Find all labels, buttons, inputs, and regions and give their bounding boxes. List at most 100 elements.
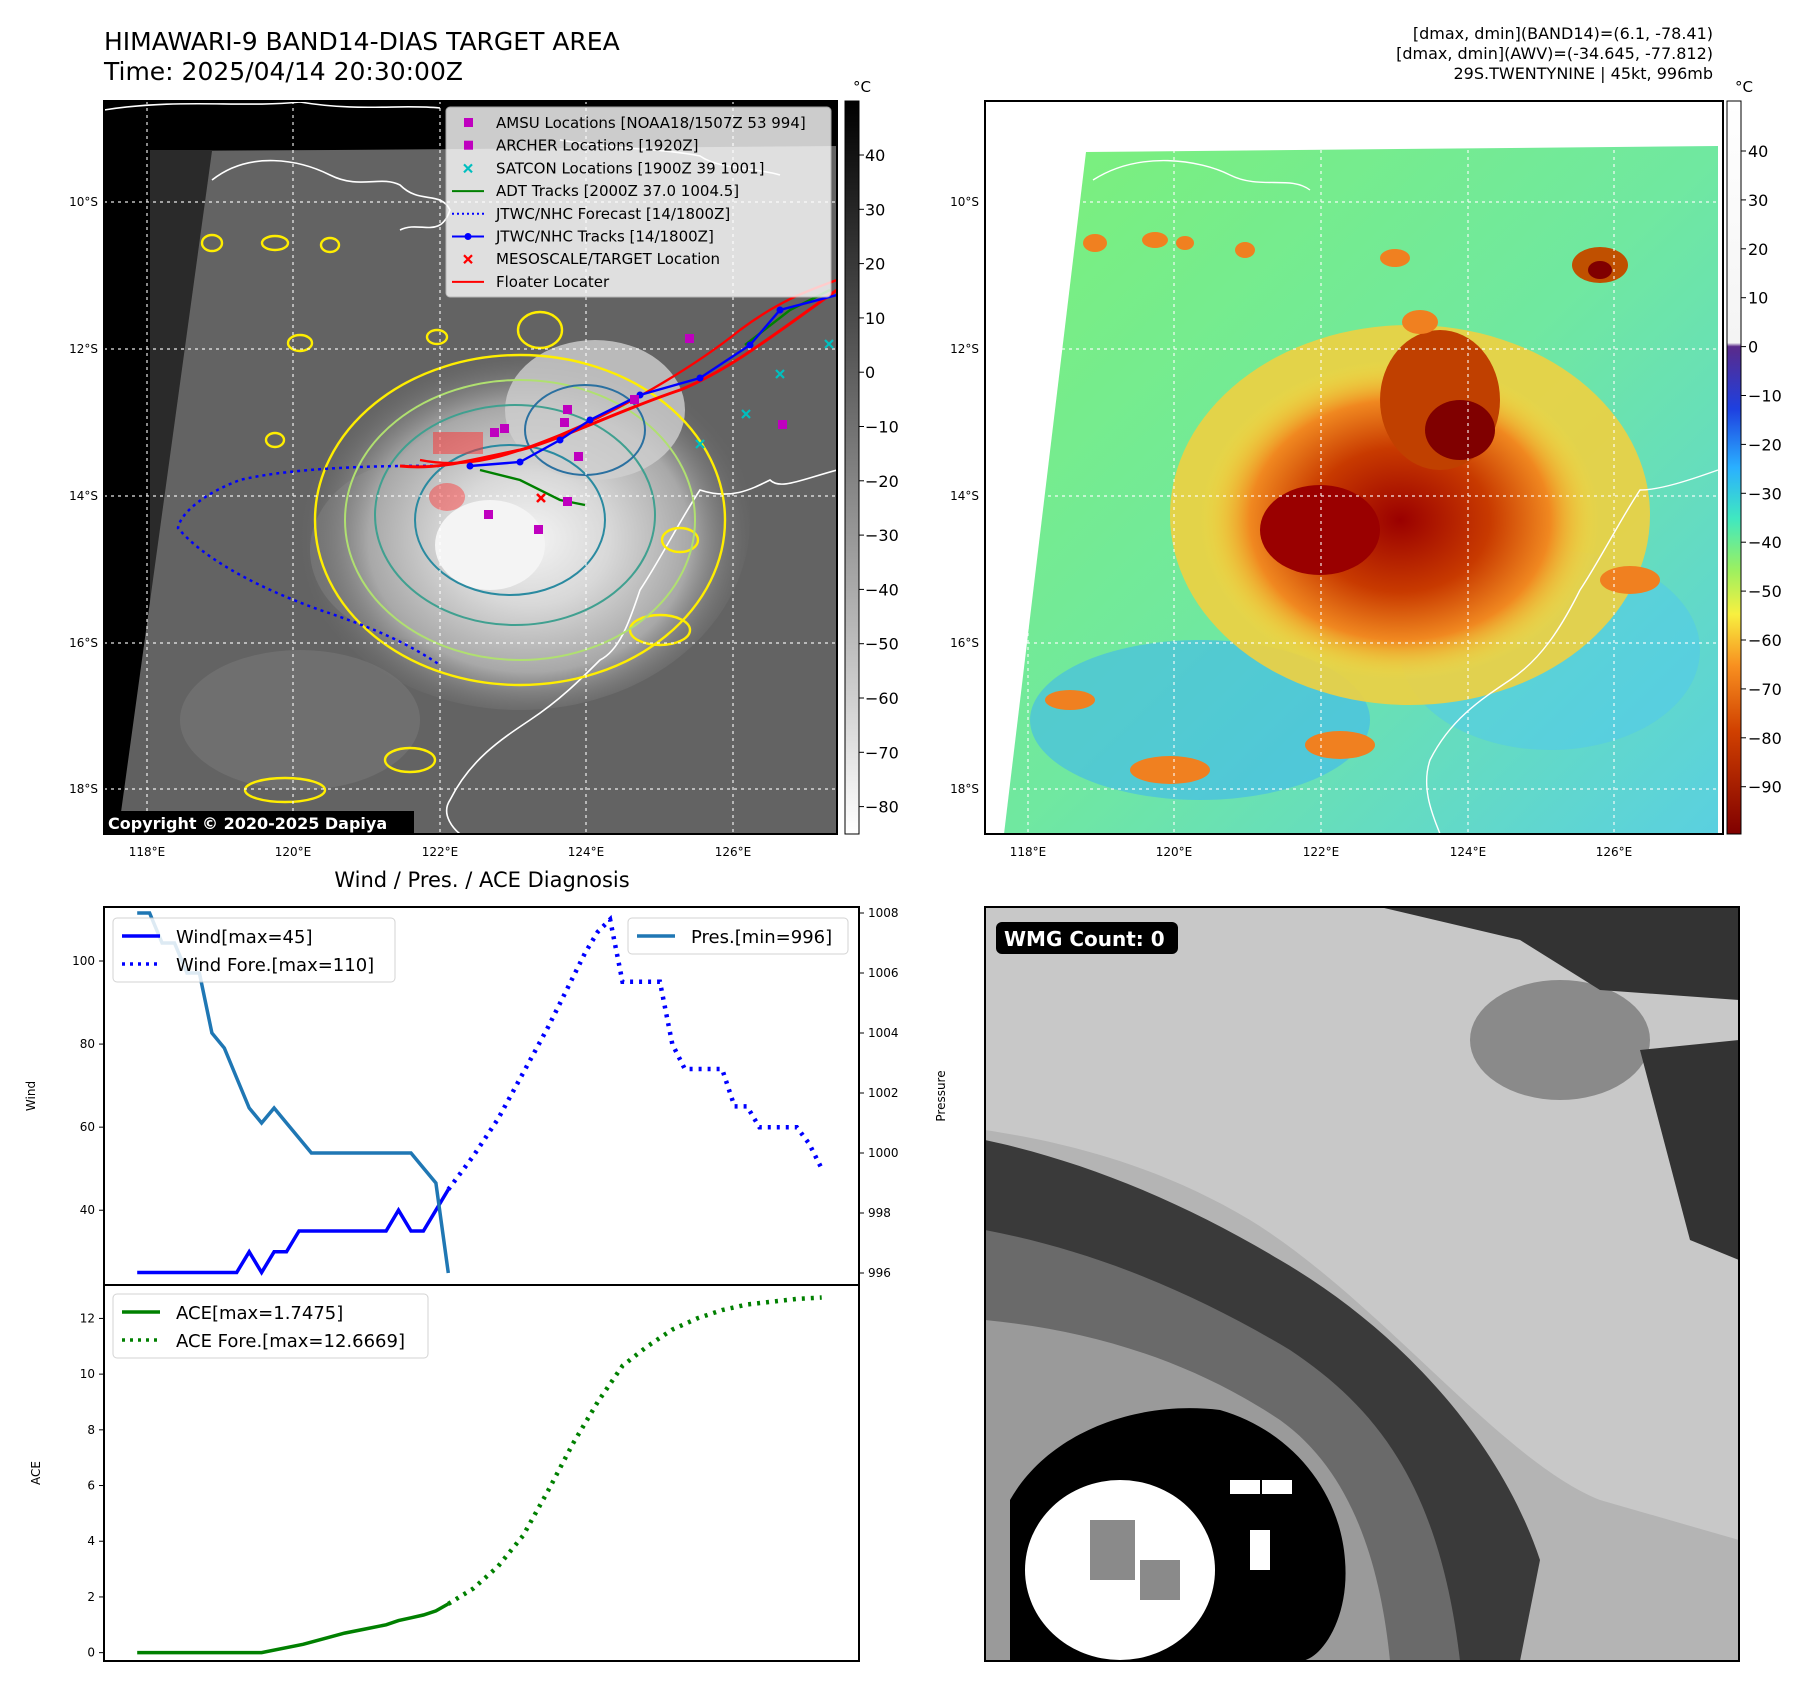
colorbar-tick-label: 0 <box>865 363 875 382</box>
colorbar-tick-label: −20 <box>865 472 899 491</box>
colorbar-tick-label: −80 <box>865 798 899 817</box>
legend-label: JTWC/NHC Tracks [14/1800Z] <box>495 228 714 246</box>
colorbar-tick-label: 10 <box>865 309 885 328</box>
ace-tick-label: 6 <box>87 1479 95 1493</box>
ace-axis-label: ACE <box>29 1461 43 1485</box>
pressure-tick-label: 1008 <box>868 906 899 920</box>
lon-tick-label: 124°E <box>1450 845 1487 859</box>
pressure-legend: Pres.[min=996] <box>627 917 849 955</box>
pressure-tick-label: 1004 <box>868 1026 899 1040</box>
colorbar-tick-label: −80 <box>1748 729 1782 748</box>
legend-item: JTWC/NHC Tracks [14/1800Z] <box>452 228 714 246</box>
colorbar-tick-label: −50 <box>865 635 899 654</box>
lat-tick-label: 16°S <box>950 636 979 650</box>
map-legend: AMSU Locations [NOAA18/1507Z 53 994] ARCH… <box>445 106 832 298</box>
legend-label: JTWC/NHC Forecast [14/1800Z] <box>495 205 730 223</box>
ace-chart[interactable]: ACE 0 2 4 6 8 10 12 ACE[max=1.7475] ACE Fore.[m… <box>29 1284 860 1662</box>
lon-tick-label: 118°E <box>1010 845 1047 859</box>
legend-label: ARCHER Locations [1920Z] <box>496 137 699 155</box>
lat-tick-label: 16°S <box>69 636 98 650</box>
legend-square-marker <box>464 118 473 127</box>
legend-label: SATCON Locations [1900Z 39 1001] <box>496 159 764 177</box>
colorbar-tick-label: −40 <box>865 580 899 599</box>
colorbar-tick-label: −10 <box>865 418 899 437</box>
colorbar-tick-label: 20 <box>1748 240 1768 259</box>
ace-tick-label: 4 <box>87 1534 95 1548</box>
ace-legend: ACE[max=1.7475] ACE Fore.[max=12.6669] <box>112 1293 429 1359</box>
lon-tick-label: 126°E <box>715 845 752 859</box>
lon-tick-label: 124°E <box>568 845 605 859</box>
legend-item: ADT Tracks [2000Z 37.0 1004.5] <box>452 182 739 200</box>
awv-map-panel[interactable]: 118°E 120°E 122°E 124°E 126°E 10°S 12°S 14°S 16°… <box>950 100 1724 859</box>
wmg-panel[interactable]: WMG Count: 0 <box>984 906 1740 1662</box>
wind-pressure-chart[interactable]: Wind Pressure 40 60 80 100 996 998 1000 1002 10… <box>24 906 948 1286</box>
lat-tick-label: 10°S <box>950 195 979 209</box>
pressure-tick-label: 996 <box>868 1266 891 1280</box>
ace-tick-label: 10 <box>80 1367 95 1381</box>
color-colorbar: °C 40 30 20 10 0 −10 −20 −30 −40 −50 −60 −70 −80 −90 <box>1726 78 1782 835</box>
pressure-tick-label: 1006 <box>868 966 899 980</box>
legend-item: ARCHER Locations [1920Z] <box>464 137 699 155</box>
ir-map-panel[interactable]: AMSU Locations [NOAA18/1507Z 53 994] ARCH… <box>69 100 850 859</box>
legend-x-marker <box>463 163 473 174</box>
lat-tick-label: 10°S <box>69 195 98 209</box>
colorbar-tick-label: 40 <box>865 146 885 165</box>
colorbar-tick-label: 20 <box>865 255 885 274</box>
info-band14: [dmax, dmin](BAND14)=(6.1, -78.41) <box>1413 24 1713 43</box>
lat-tick-label: 14°S <box>950 489 979 503</box>
colorbar-tick-label: −60 <box>865 689 899 708</box>
colorbar-tick-label: −90 <box>1748 778 1782 797</box>
colorbar-tick-label: −30 <box>1748 484 1782 503</box>
legend-item: Floater Locater <box>452 273 610 291</box>
main-title: HIMAWARI-9 BAND14-DIAS TARGET AREA <box>104 27 620 56</box>
colorbar-tick-label: 30 <box>865 200 885 219</box>
legend-label: Wind[max=45] <box>176 927 313 948</box>
colorbar-tick-label: −40 <box>1748 533 1782 552</box>
legend-label: ACE[max=1.7475] <box>176 1303 343 1324</box>
ace-series-line <box>137 1602 450 1655</box>
diagnosis-title: Wind / Pres. / ACE Diagnosis <box>334 868 629 892</box>
colorbar-tick-label: −50 <box>1748 582 1782 601</box>
legend-label: AMSU Locations [NOAA18/1507Z 53 994] <box>496 114 806 132</box>
lat-tick-label: 12°S <box>950 342 979 356</box>
time-label: Time: 2025/04/14 20:30:00Z <box>103 57 463 86</box>
pressure-tick-label: 1002 <box>868 1086 899 1100</box>
wind-forecast-series-line <box>446 914 824 1191</box>
lon-tick-label: 120°E <box>275 845 312 859</box>
map1-axis-labels: 118°E 120°E 122°E 124°E 126°E 10°S 12°S 14°S 16°… <box>69 195 751 859</box>
legend-label: Wind Fore.[max=110] <box>176 955 374 976</box>
lon-tick-label: 122°E <box>422 845 459 859</box>
wind-tick-label: 60 <box>80 1120 95 1134</box>
legend-x-marker <box>463 254 473 264</box>
pressure-tick-label: 998 <box>868 1206 891 1220</box>
colorbar-tick-label: −30 <box>865 526 899 545</box>
legend-dot <box>464 233 472 240</box>
legend-item: JTWC/NHC Forecast [14/1800Z] <box>452 205 730 223</box>
lat-tick-label: 18°S <box>69 782 98 796</box>
lon-tick-label: 120°E <box>1156 845 1193 859</box>
wind-tick-label: 40 <box>80 1203 95 1217</box>
gray-colorbar-unit: °C <box>853 78 871 96</box>
lat-tick-label: 14°S <box>69 489 98 503</box>
colorbar-tick-label: 10 <box>1748 289 1768 308</box>
ace-tick-label: 8 <box>87 1423 95 1437</box>
legend-label: MESOSCALE/TARGET Location <box>496 250 720 268</box>
wind-tick-label: 80 <box>80 1037 95 1051</box>
legend-label: ADT Tracks [2000Z 37.0 1004.5] <box>496 182 739 200</box>
legend-label: ACE Fore.[max=12.6669] <box>176 1331 405 1352</box>
ace-tick-label: 0 <box>87 1646 95 1660</box>
colorbar-tick-label: −60 <box>1748 631 1782 650</box>
colorbar-tick-label: 0 <box>1748 338 1758 357</box>
legend-item: AMSU Locations [NOAA18/1507Z 53 994] <box>464 114 806 132</box>
info-storm: 29S.TWENTYNINE | 45kt, 996mb <box>1454 64 1714 83</box>
info-awv: [dmax, dmin](AWV)=(-34.645, -77.812) <box>1396 44 1713 63</box>
legend-item: SATCON Locations [1900Z 39 1001] <box>463 159 764 177</box>
legend-label: Floater Locater <box>496 273 610 291</box>
legend-square-marker <box>464 140 473 150</box>
colorbar-tick-label: 40 <box>1748 142 1768 161</box>
lat-tick-label: 18°S <box>950 782 979 796</box>
ace-forecast-series-line <box>447 1295 822 1606</box>
ace-tick-label: 12 <box>80 1311 95 1325</box>
wind-tick-label: 100 <box>72 954 95 968</box>
